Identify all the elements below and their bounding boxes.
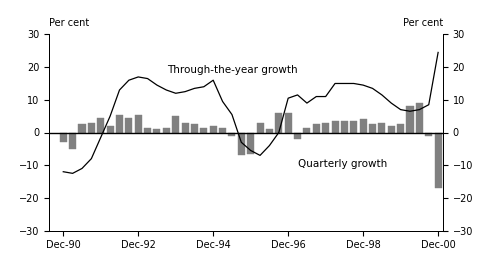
Bar <box>135 114 142 132</box>
Bar <box>238 132 245 155</box>
Bar <box>144 127 151 132</box>
Text: Per cent: Per cent <box>402 18 443 28</box>
Bar <box>378 123 385 132</box>
Bar <box>425 132 432 136</box>
Bar <box>285 113 292 132</box>
Bar <box>172 116 179 132</box>
Text: Through-the-year growth: Through-the-year growth <box>167 65 297 75</box>
Bar <box>397 124 404 132</box>
Bar <box>79 124 86 132</box>
Text: Quarterly growth: Quarterly growth <box>298 159 387 169</box>
Bar <box>116 114 123 132</box>
Bar <box>163 127 170 132</box>
Bar <box>341 121 348 132</box>
Bar <box>191 124 198 132</box>
Bar <box>210 126 216 132</box>
Bar <box>125 118 132 132</box>
Bar <box>388 126 395 132</box>
Bar <box>88 123 95 132</box>
Text: Per cent: Per cent <box>49 18 90 28</box>
Bar <box>406 106 413 132</box>
Bar <box>97 118 104 132</box>
Bar <box>200 127 207 132</box>
Bar <box>266 129 273 132</box>
Bar <box>60 132 67 142</box>
Bar <box>182 123 188 132</box>
Bar <box>350 121 357 132</box>
Bar <box>304 127 310 132</box>
Bar <box>219 127 226 132</box>
Bar <box>434 132 442 188</box>
Bar <box>107 126 114 132</box>
Bar <box>154 129 160 132</box>
Bar <box>369 124 376 132</box>
Bar <box>256 123 264 132</box>
Bar <box>294 132 301 139</box>
Bar <box>332 121 338 132</box>
Bar <box>416 103 423 132</box>
Bar <box>69 132 76 149</box>
Bar <box>360 120 367 132</box>
Bar <box>247 132 254 154</box>
Bar <box>228 132 236 136</box>
Bar <box>313 124 320 132</box>
Bar <box>322 123 329 132</box>
Bar <box>276 113 282 132</box>
